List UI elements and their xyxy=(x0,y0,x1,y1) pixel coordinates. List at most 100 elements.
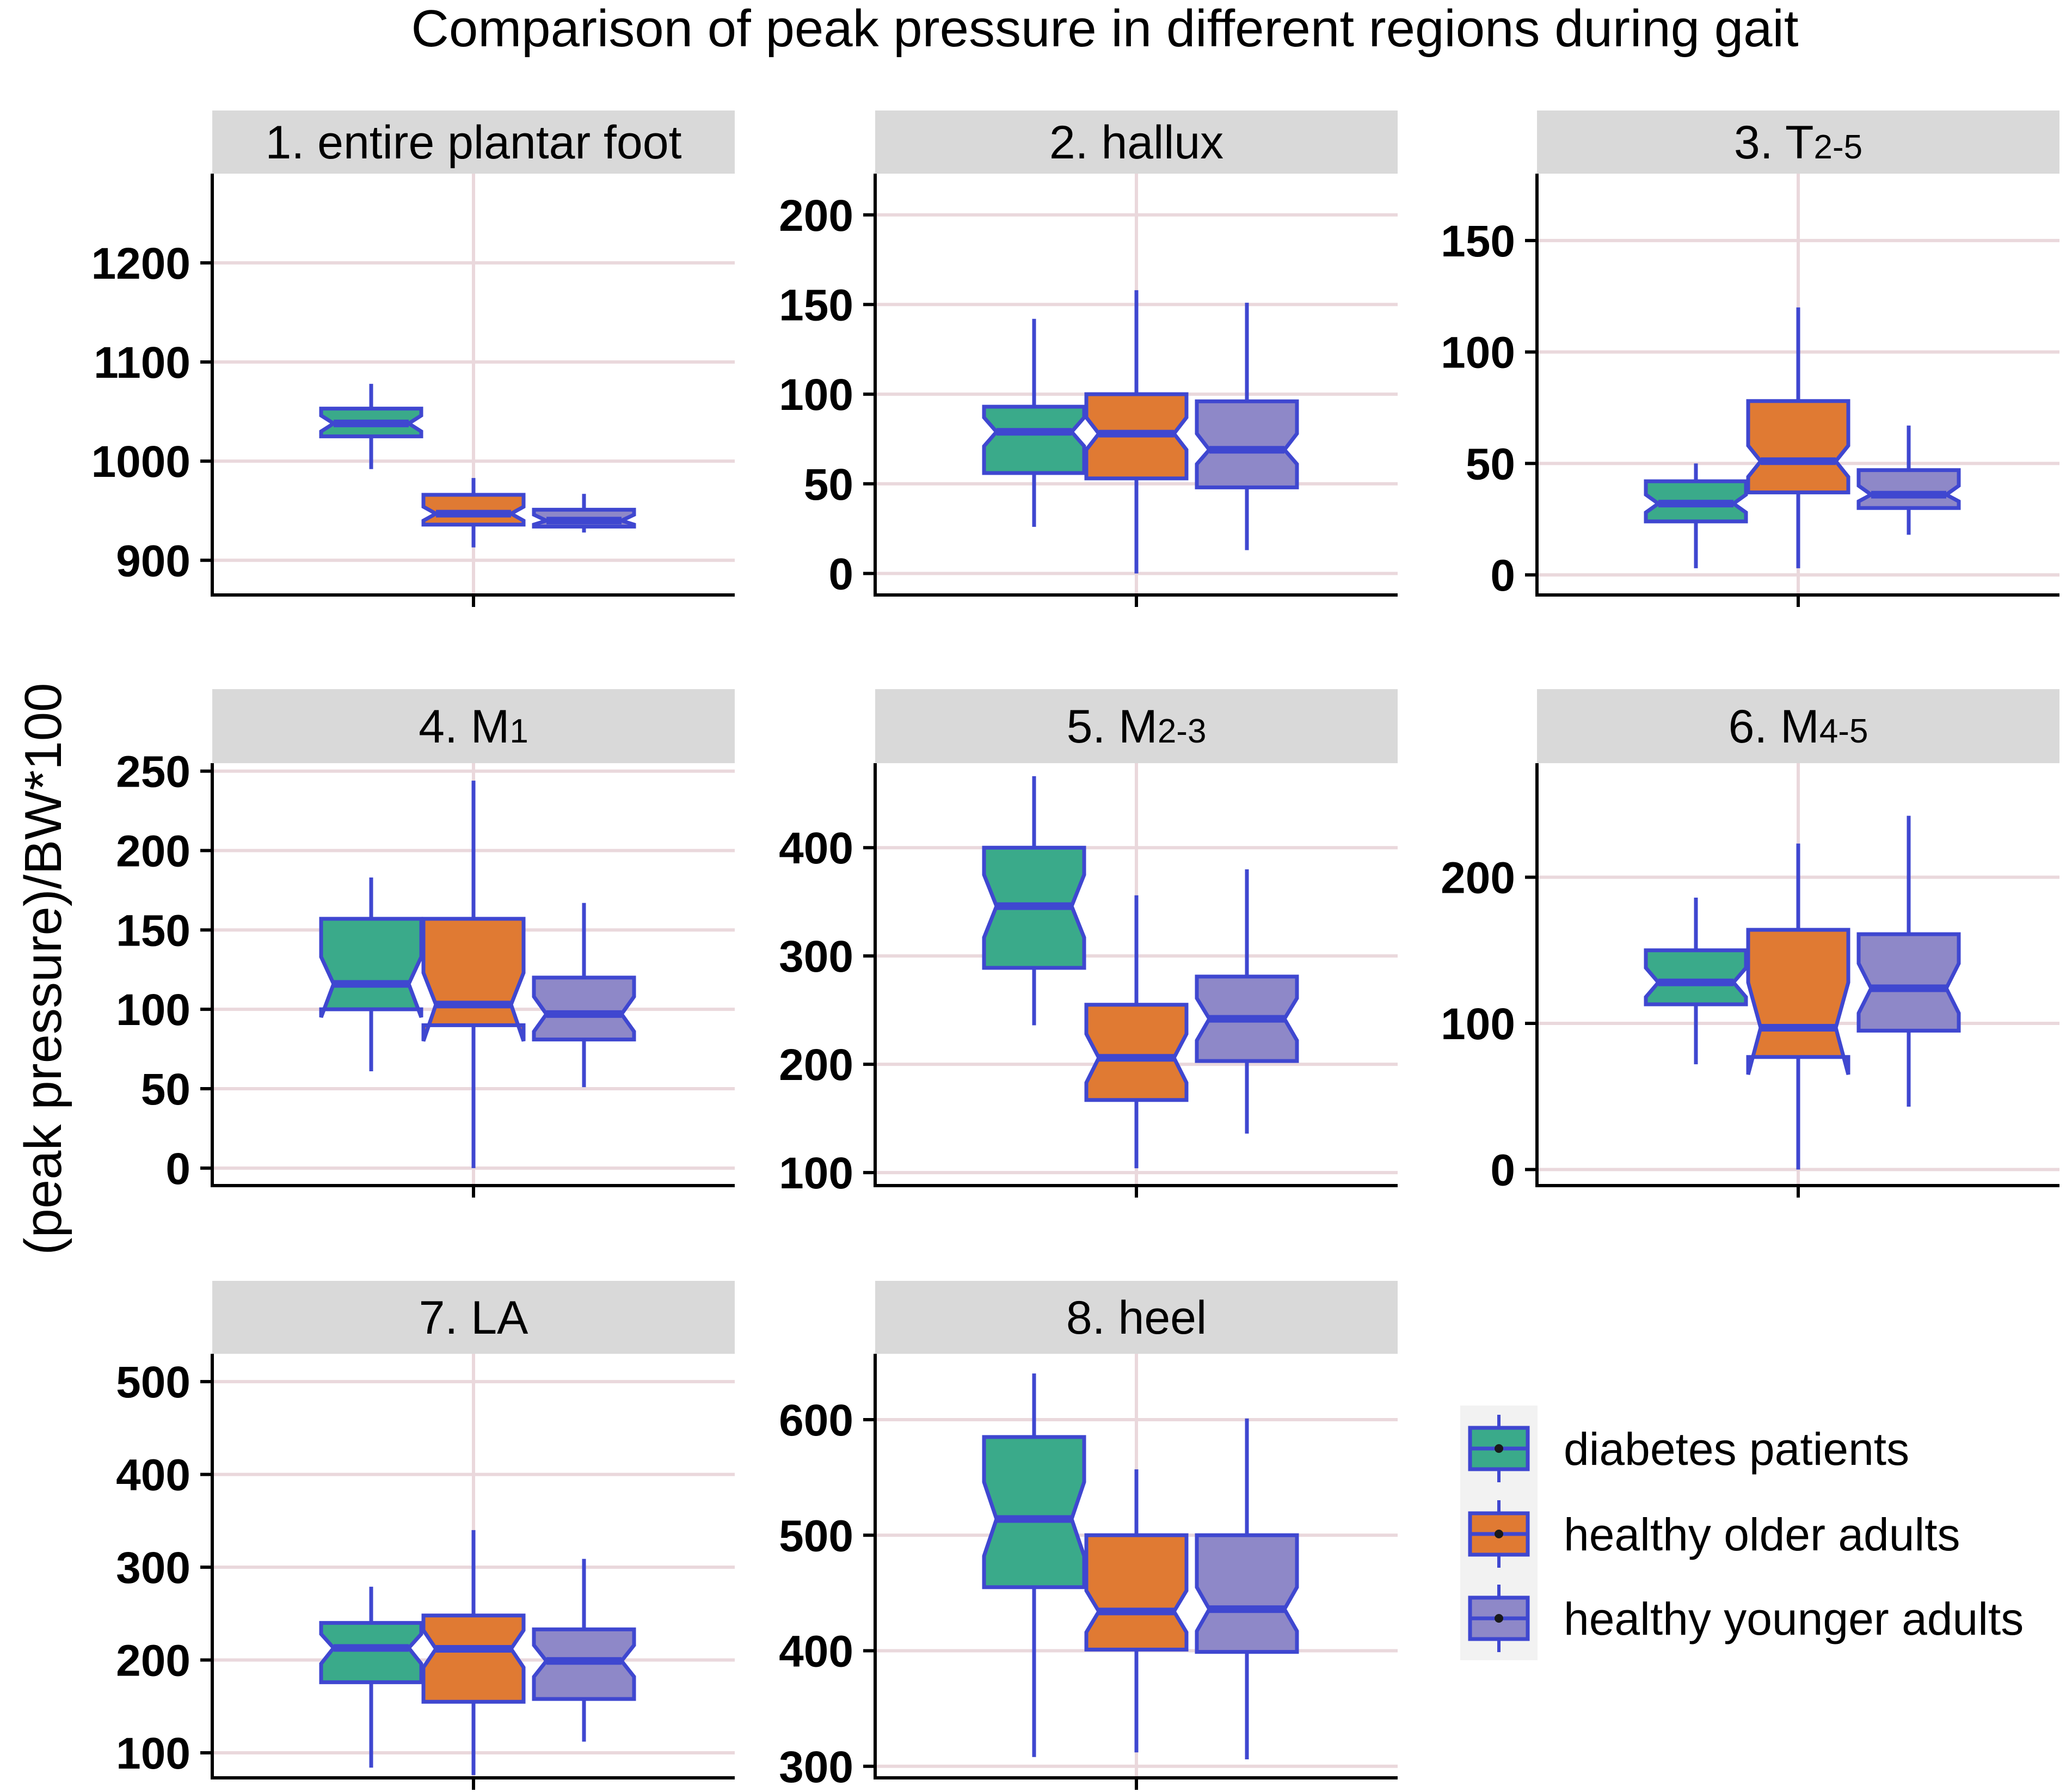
legend-item: diabetes patients xyxy=(1468,1415,1909,1482)
y-tick-label: 100 xyxy=(1441,999,1515,1049)
box-diabetes xyxy=(1644,463,1748,568)
y-tick-label: 300 xyxy=(116,1543,190,1593)
box-body xyxy=(1856,932,1961,1033)
chart-title: Comparison of peak pressure in different… xyxy=(411,0,1798,58)
strip-background xyxy=(212,689,735,763)
box-body xyxy=(319,1621,423,1684)
y-axis-label: (peak pressure)/BW*100 xyxy=(14,683,72,1255)
panel-title: 6. M4-5 xyxy=(1729,701,1868,753)
box-body xyxy=(1084,1003,1189,1102)
box-older xyxy=(1084,895,1189,1169)
y-tick-label: 900 xyxy=(116,536,190,586)
box-body xyxy=(982,404,1086,475)
y-tick-label: 300 xyxy=(779,1742,853,1792)
box-diabetes xyxy=(319,384,423,469)
box-diabetes xyxy=(319,1586,423,1768)
y-tick-label: 100 xyxy=(116,1729,190,1778)
panel-2: 2. hallux 0 50 100 150 200 xyxy=(779,111,1398,607)
y-tick-label: 200 xyxy=(116,826,190,876)
panel-title-main: 3. T xyxy=(1734,116,1814,169)
y-tick-label: 0 xyxy=(1490,1145,1515,1195)
y-tick-label: 250 xyxy=(116,747,190,797)
y-tick-label: 500 xyxy=(116,1358,190,1407)
panel-5: 5. M2-3 100 200 300 400 xyxy=(779,689,1398,1198)
box-younger xyxy=(532,494,636,533)
panel-title: 8. heel xyxy=(1066,1292,1207,1344)
y-tick-label: 0 xyxy=(828,549,853,599)
panel-1: 1. entire plantar foot 900 1000 1100 1200 xyxy=(91,111,735,607)
legend-item: healthy older adults xyxy=(1468,1500,1960,1568)
panel-3: 3. T2-5 0 50 100 150 xyxy=(1441,111,2059,607)
box-body xyxy=(1195,399,1299,489)
panel-title-main: 1. entire plantar foot xyxy=(266,116,682,169)
box-older xyxy=(421,1530,526,1775)
box-body xyxy=(982,1435,1086,1590)
legend-dot xyxy=(1495,1444,1503,1453)
panel-title-main: 4. M xyxy=(419,701,509,753)
y-tick-label: 200 xyxy=(779,1040,853,1090)
y-tick-label: 500 xyxy=(779,1511,853,1561)
panel-title-main: 7. LA xyxy=(419,1292,528,1344)
panels: 1. entire plantar foot9001000110012002. … xyxy=(91,111,2059,1792)
box-younger xyxy=(1856,425,1961,535)
y-tick-label: 400 xyxy=(779,824,853,873)
panel-7: 7. LA 100 200 300 400 500 xyxy=(116,1281,735,1790)
box-diabetes xyxy=(982,1373,1086,1757)
y-tick-label: 200 xyxy=(1441,853,1515,903)
strip-background xyxy=(212,1281,735,1354)
box-body xyxy=(319,917,423,1018)
panel-title-main: 6. M xyxy=(1729,701,1819,753)
box-younger xyxy=(1856,815,1961,1107)
box-younger xyxy=(532,1558,636,1742)
y-tick-label: 100 xyxy=(1441,328,1515,378)
box-body xyxy=(1084,1533,1189,1652)
panel-title: 5. M2-3 xyxy=(1067,701,1207,753)
y-tick-label: 100 xyxy=(779,1149,853,1198)
y-tick-label: 50 xyxy=(1466,439,1515,489)
y-tick-label: 50 xyxy=(141,1065,190,1114)
box-younger xyxy=(1195,869,1299,1134)
panel-title: 2. hallux xyxy=(1049,116,1223,169)
box-diabetes xyxy=(982,318,1086,527)
box-younger xyxy=(532,903,636,1088)
strip-background xyxy=(212,111,735,174)
legend: diabetes patients healthy older adults hea… xyxy=(1460,1406,2024,1660)
box-diabetes xyxy=(982,776,1086,1026)
box-body xyxy=(1746,399,1850,495)
y-tick-label: 600 xyxy=(779,1396,853,1445)
panel-4: 4. M1 0 50 100 150 200 250 xyxy=(116,689,735,1198)
legend-dot xyxy=(1495,1614,1503,1623)
panel-title-subscript: 1 xyxy=(509,713,528,750)
legend-label: healthy younger adults xyxy=(1564,1593,2024,1644)
box-older xyxy=(1746,843,1850,1170)
y-tick-label: 200 xyxy=(116,1636,190,1686)
box-body xyxy=(421,917,526,1042)
panel-title: 4. M1 xyxy=(419,701,528,753)
y-tick-label: 0 xyxy=(1490,551,1515,600)
box-younger xyxy=(1195,303,1299,550)
y-tick-label: 400 xyxy=(779,1627,853,1677)
box-body xyxy=(1195,1533,1299,1654)
y-tick-label: 400 xyxy=(116,1451,190,1500)
y-tick-label: 150 xyxy=(1441,217,1515,266)
y-tick-label: 300 xyxy=(779,932,853,981)
box-diabetes xyxy=(319,877,423,1071)
panel-8: 8. heel 300 400 500 600 xyxy=(779,1281,1398,1792)
y-tick-label: 200 xyxy=(779,191,853,241)
panel-title: 7. LA xyxy=(419,1292,528,1344)
box-body xyxy=(421,493,526,527)
y-tick-label: 100 xyxy=(779,370,853,420)
strip-background xyxy=(875,1281,1398,1354)
box-older xyxy=(1746,307,1850,568)
box-body xyxy=(532,975,636,1042)
panel-6: 6. M4-5 0 100 200 xyxy=(1441,689,2059,1198)
panel-title-subscript: 2-3 xyxy=(1158,713,1207,750)
strip-background xyxy=(1537,111,2059,174)
y-tick-label: 0 xyxy=(165,1144,190,1194)
box-body xyxy=(1746,928,1850,1075)
box-diabetes xyxy=(1644,898,1748,1065)
legend-label: diabetes patients xyxy=(1564,1423,1909,1475)
legend-label: healthy older adults xyxy=(1564,1509,1960,1560)
box-body xyxy=(1644,948,1748,1007)
